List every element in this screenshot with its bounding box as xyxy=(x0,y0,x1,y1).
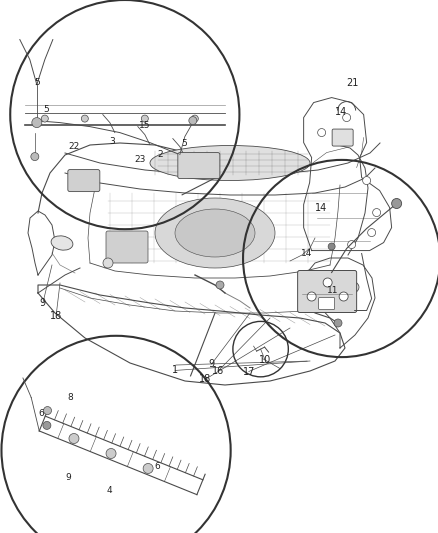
FancyBboxPatch shape xyxy=(332,129,353,146)
Ellipse shape xyxy=(175,209,255,257)
Circle shape xyxy=(343,114,351,122)
Circle shape xyxy=(141,115,148,122)
Circle shape xyxy=(81,115,88,122)
Text: 14: 14 xyxy=(301,249,312,257)
Text: 2: 2 xyxy=(157,150,162,159)
Text: 23: 23 xyxy=(134,156,146,164)
Text: 21: 21 xyxy=(346,78,358,87)
Text: 5: 5 xyxy=(34,78,40,87)
Text: 9: 9 xyxy=(40,298,46,308)
Circle shape xyxy=(43,407,52,415)
Circle shape xyxy=(103,258,113,268)
Circle shape xyxy=(32,118,42,127)
Circle shape xyxy=(334,319,342,327)
Text: 8: 8 xyxy=(67,393,73,401)
Text: 10: 10 xyxy=(259,355,271,365)
FancyBboxPatch shape xyxy=(318,297,335,310)
Circle shape xyxy=(307,292,316,301)
Ellipse shape xyxy=(150,146,310,181)
Circle shape xyxy=(106,448,116,458)
Circle shape xyxy=(339,292,348,301)
Text: 16: 16 xyxy=(212,366,224,376)
Circle shape xyxy=(143,464,153,473)
Text: 17: 17 xyxy=(243,367,255,376)
Text: 22: 22 xyxy=(69,142,80,151)
Circle shape xyxy=(363,176,371,184)
Circle shape xyxy=(69,433,79,443)
Text: 5: 5 xyxy=(181,140,187,148)
FancyBboxPatch shape xyxy=(68,169,100,191)
FancyBboxPatch shape xyxy=(106,231,148,263)
Ellipse shape xyxy=(155,198,275,268)
Text: 18: 18 xyxy=(50,311,62,321)
Circle shape xyxy=(43,422,51,430)
Circle shape xyxy=(392,198,402,208)
Text: 11: 11 xyxy=(327,286,339,295)
Text: 15: 15 xyxy=(139,121,150,130)
Circle shape xyxy=(348,240,356,248)
Circle shape xyxy=(216,281,224,289)
FancyBboxPatch shape xyxy=(298,271,357,312)
FancyBboxPatch shape xyxy=(178,152,220,179)
Text: 18: 18 xyxy=(199,375,211,384)
Circle shape xyxy=(373,208,381,216)
Text: 6: 6 xyxy=(155,462,161,471)
Circle shape xyxy=(323,278,332,287)
Ellipse shape xyxy=(51,236,73,250)
Circle shape xyxy=(191,115,198,122)
Text: 1: 1 xyxy=(172,366,178,375)
Text: 6: 6 xyxy=(39,409,45,417)
Circle shape xyxy=(328,243,335,250)
Text: 14: 14 xyxy=(315,203,328,213)
Text: 9: 9 xyxy=(208,359,215,369)
Text: 14: 14 xyxy=(335,107,347,117)
Text: 3: 3 xyxy=(109,137,115,146)
Ellipse shape xyxy=(331,280,359,296)
Circle shape xyxy=(367,229,376,237)
Text: 5: 5 xyxy=(43,105,49,114)
Circle shape xyxy=(31,152,39,160)
Circle shape xyxy=(189,117,197,125)
Circle shape xyxy=(41,115,48,122)
Text: 9: 9 xyxy=(65,473,71,481)
Circle shape xyxy=(318,128,325,136)
Text: 4: 4 xyxy=(107,486,112,495)
